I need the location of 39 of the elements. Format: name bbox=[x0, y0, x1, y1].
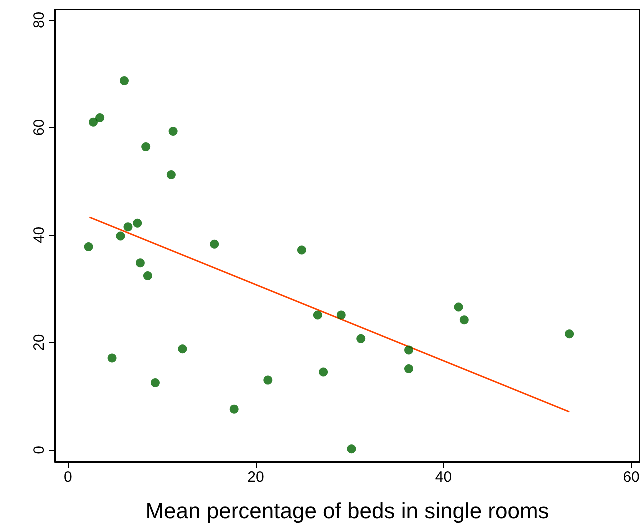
point bbox=[84, 242, 94, 252]
point bbox=[404, 346, 414, 355]
point bbox=[166, 170, 176, 180]
point bbox=[264, 376, 273, 385]
point bbox=[230, 404, 239, 414]
y-tick-label: 0 bbox=[31, 446, 48, 454]
point bbox=[124, 222, 133, 232]
x-tick-label: 20 bbox=[248, 469, 264, 486]
point bbox=[96, 114, 105, 123]
point bbox=[404, 364, 414, 374]
point bbox=[460, 316, 469, 325]
point bbox=[356, 334, 366, 344]
point bbox=[89, 118, 98, 127]
y-tick-label: 40 bbox=[31, 226, 48, 244]
point bbox=[297, 246, 306, 255]
x-tick-label: 60 bbox=[623, 469, 640, 486]
point bbox=[108, 354, 117, 363]
point bbox=[142, 142, 151, 152]
point bbox=[319, 368, 328, 377]
point bbox=[116, 232, 126, 241]
point bbox=[178, 344, 188, 354]
point bbox=[210, 240, 220, 249]
x-tick-label: 40 bbox=[435, 469, 452, 486]
point bbox=[347, 444, 356, 454]
point bbox=[143, 272, 152, 281]
point bbox=[136, 258, 145, 268]
point bbox=[133, 218, 142, 228]
point bbox=[120, 76, 129, 86]
x-tick-label: 0 bbox=[64, 469, 72, 486]
y-tick-label: 20 bbox=[31, 334, 48, 352]
y-tick-label: 80 bbox=[31, 12, 48, 29]
point bbox=[454, 302, 464, 312]
point bbox=[168, 126, 178, 136]
y-tick-label: 60 bbox=[31, 119, 48, 136]
point bbox=[336, 310, 346, 320]
point bbox=[313, 310, 322, 320]
point bbox=[150, 378, 160, 388]
point bbox=[565, 330, 574, 339]
x-axis-title: Mean percentage of beds in single rooms bbox=[146, 498, 550, 524]
